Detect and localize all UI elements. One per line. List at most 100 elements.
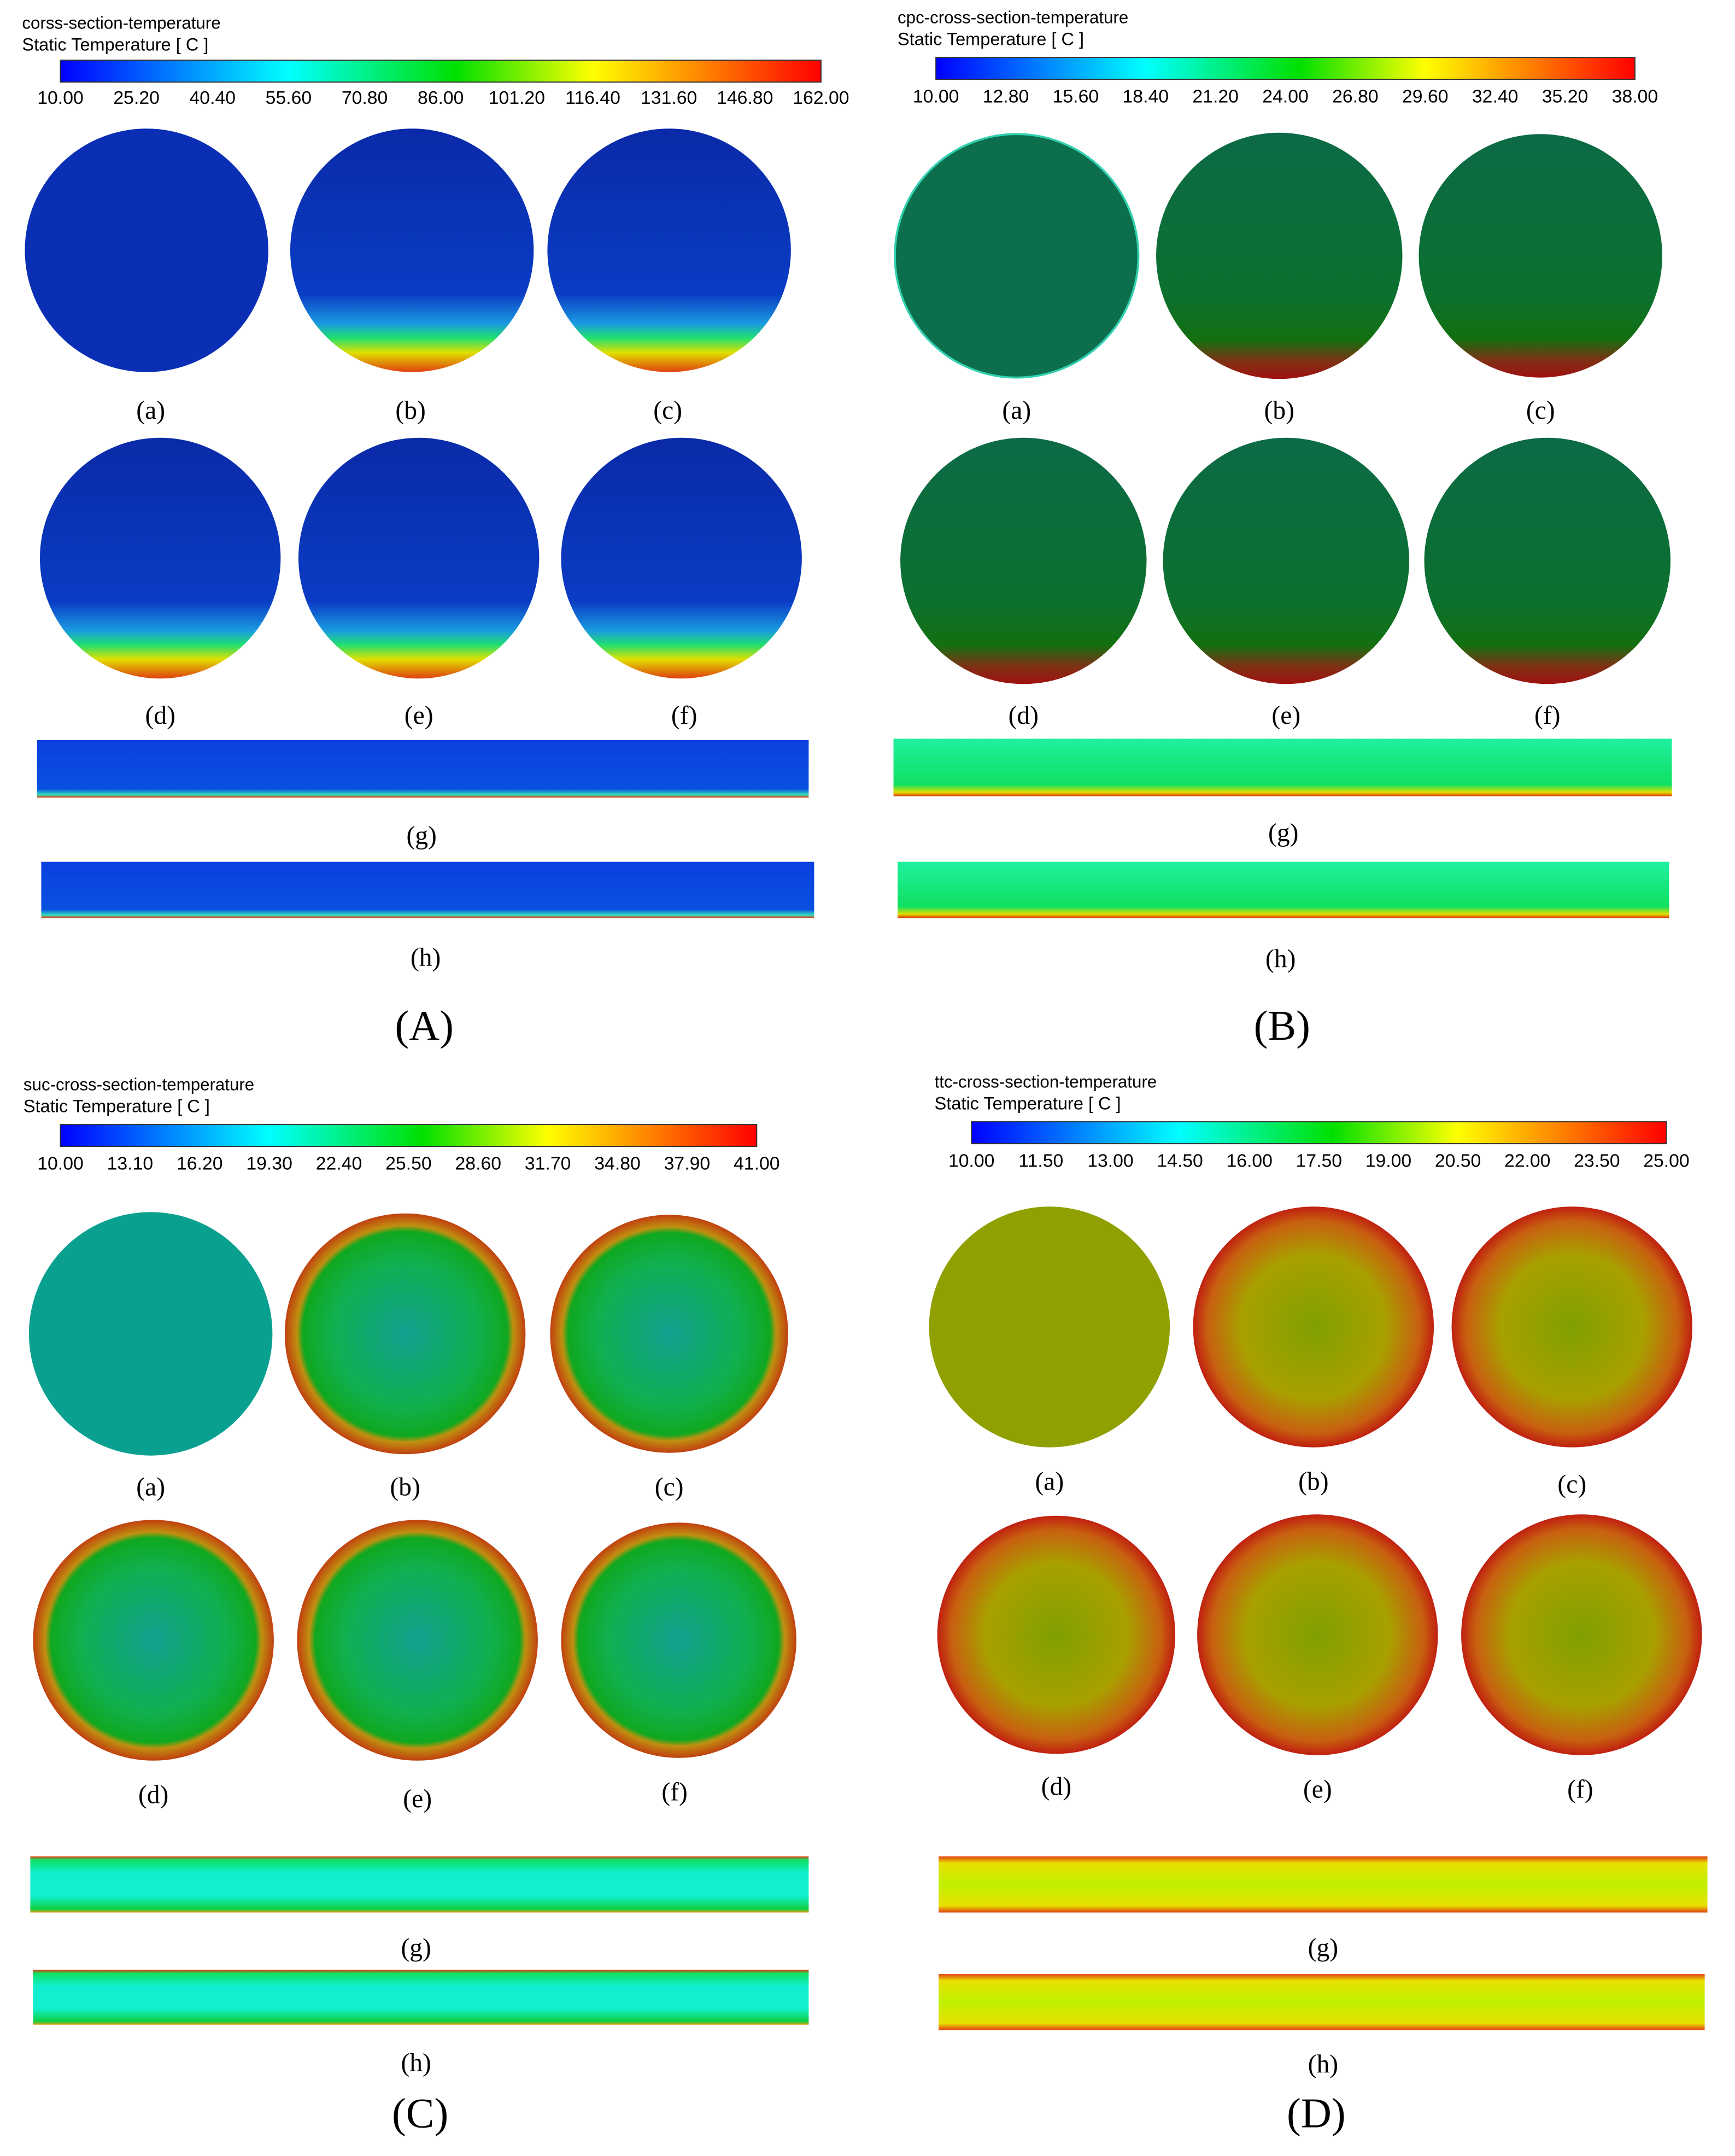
colorbar	[935, 57, 1636, 80]
colorbar-tick-label: 10.00	[37, 87, 84, 108]
colorbar-tick-label: 15.60	[1053, 86, 1099, 107]
cross-section-contour	[1424, 437, 1670, 684]
panel-title: cpc-cross-section-temperature	[898, 8, 1128, 27]
longitudinal-contour	[30, 1856, 809, 1913]
cross-section-contour	[547, 128, 791, 372]
legend-subtitle: Static Temperature [ C ]	[935, 1094, 1121, 1114]
cross-section-contour	[1163, 437, 1410, 684]
colorbar-tick-label: 34.80	[594, 1153, 641, 1174]
cross-section-contour	[1156, 132, 1403, 379]
longitudinal-contour	[41, 862, 814, 918]
view-label: (c)	[1526, 396, 1555, 425]
view-label: (g)	[406, 822, 436, 850]
view-label: (f)	[671, 701, 697, 730]
view-label: (f)	[1534, 701, 1561, 730]
view-label: (e)	[405, 701, 433, 730]
legend-subtitle: Static Temperature [ C ]	[898, 30, 1084, 49]
colorbar-tick-label: 40.40	[190, 87, 236, 108]
view-label: (f)	[661, 1778, 688, 1806]
cross-section-contour	[25, 128, 268, 372]
view-label: (g)	[1268, 819, 1298, 847]
cross-section-contour	[284, 1213, 526, 1455]
colorbar-tick-label: 14.50	[1157, 1151, 1203, 1171]
colorbar	[60, 60, 822, 83]
colorbar-tick-label: 13.10	[107, 1153, 153, 1174]
cross-section-contour	[298, 437, 540, 679]
colorbar-tick-label: 25.20	[113, 87, 160, 108]
cross-section-contour	[550, 1215, 788, 1453]
view-label: (e)	[1271, 701, 1300, 730]
colorbar-tick-label: 16.20	[177, 1153, 223, 1174]
cross-section-contour	[561, 437, 802, 679]
panel-title: ttc-cross-section-temperature	[935, 1073, 1157, 1092]
view-label: (a)	[136, 1473, 165, 1501]
longitudinal-contour	[939, 1974, 1705, 2030]
panel-label: (B)	[1254, 1002, 1310, 1049]
colorbar-tick-label: 18.40	[1123, 86, 1169, 107]
colorbar-tick-label: 38.00	[1612, 86, 1658, 107]
colorbar-tick-label: 37.90	[664, 1153, 711, 1174]
view-label: (h)	[1308, 2050, 1338, 2078]
colorbar-tick-label: 35.20	[1542, 86, 1589, 107]
colorbar-tick-label: 26.80	[1332, 86, 1379, 107]
colorbar	[971, 1121, 1667, 1145]
colorbar-tick-label: 25.00	[1643, 1151, 1690, 1171]
panel-label: (C)	[392, 2089, 448, 2136]
longitudinal-contour	[33, 1970, 809, 2025]
view-label: (b)	[1264, 396, 1294, 425]
legend-subtitle: Static Temperature [ C ]	[22, 35, 208, 55]
colorbar-tick-label: 22.00	[1504, 1151, 1551, 1171]
colorbar-tick-label: 55.60	[266, 87, 312, 108]
cross-section-contour	[1451, 1206, 1693, 1448]
view-label: (h)	[1265, 945, 1296, 973]
colorbar-tick-label: 70.80	[342, 87, 388, 108]
view-label: (h)	[411, 944, 441, 972]
colorbar-tick-label: 86.00	[418, 87, 464, 108]
view-label: (h)	[401, 2049, 431, 2077]
cross-section-contour	[28, 1212, 273, 1456]
cross-section-contour	[33, 1520, 274, 1761]
colorbar-tick-label: 29.60	[1402, 86, 1449, 107]
colorbar-tick-label: 20.50	[1435, 1151, 1481, 1171]
colorbar	[60, 1124, 758, 1147]
view-label: (d)	[138, 1780, 168, 1809]
colorbar-tick-label: 19.30	[246, 1153, 292, 1174]
panel-label: (A)	[395, 1002, 454, 1049]
colorbar-tick-label: 41.00	[734, 1153, 780, 1174]
view-label: (b)	[390, 1473, 420, 1501]
colorbar-tick-label: 25.50	[385, 1153, 432, 1174]
cross-section-contour	[39, 437, 281, 679]
view-label: (d)	[145, 701, 175, 730]
legend-subtitle: Static Temperature [ C ]	[24, 1097, 210, 1116]
cross-section-contour	[894, 133, 1140, 379]
view-label: (b)	[395, 396, 425, 425]
colorbar-tick-label: 23.50	[1574, 1151, 1620, 1171]
view-label: (f)	[1567, 1775, 1593, 1803]
colorbar-tick-label: 131.60	[641, 87, 697, 108]
longitudinal-contour	[893, 739, 1672, 796]
view-label: (b)	[1298, 1467, 1328, 1496]
colorbar-tick-label: 12.80	[983, 86, 1029, 107]
colorbar-tick-label: 17.50	[1296, 1151, 1343, 1171]
colorbar-tick-label: 31.70	[525, 1153, 571, 1174]
cross-section-contour	[1193, 1206, 1434, 1448]
view-label: (e)	[1303, 1775, 1332, 1803]
panel-label: (D)	[1287, 2089, 1346, 2136]
colorbar-tick-label: 16.00	[1226, 1151, 1273, 1171]
cross-section-contour	[561, 1522, 796, 1758]
view-label: (g)	[1308, 1934, 1338, 1962]
colorbar-tick-label: 10.00	[913, 86, 959, 107]
view-label: (c)	[1557, 1470, 1586, 1498]
view-label: (d)	[1041, 1772, 1071, 1801]
view-label: (g)	[401, 1934, 431, 1962]
longitudinal-contour	[898, 862, 1669, 918]
cross-section-contour	[1197, 1514, 1438, 1755]
colorbar-tick-label: 13.00	[1087, 1151, 1134, 1171]
colorbar-tick-label: 10.00	[37, 1153, 84, 1174]
panel-title: suc-cross-section-temperature	[24, 1075, 254, 1094]
cross-section-contour	[290, 128, 534, 372]
view-label: (a)	[1035, 1467, 1064, 1496]
colorbar-tick-label: 146.80	[717, 87, 773, 108]
